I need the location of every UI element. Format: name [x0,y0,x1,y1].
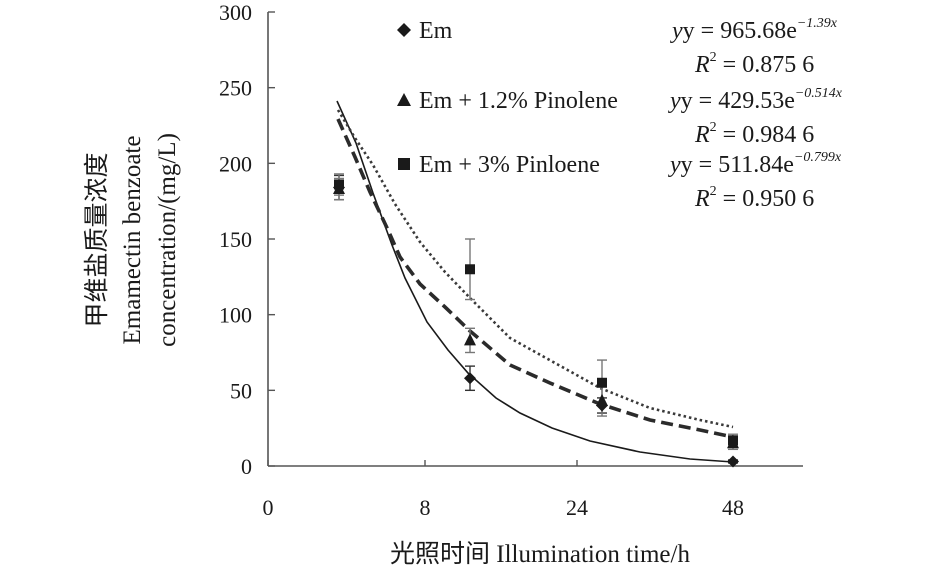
legend-marker-triangle [397,93,411,106]
y-tick-label: 200 [219,151,252,176]
y-axis-title-line-1: 甲维盐质量浓度 [83,152,111,327]
legend-label: Em + 3% Pinloene [419,152,600,178]
r2-em-pinolene-1-2: R2 = 0.984 6 [694,120,814,148]
data-point-diamond [727,455,739,468]
y-tick-label: 300 [219,0,252,25]
equation-em-pinolene-1-2: yy = 429.53e−0.514x [668,86,843,114]
y-tick-label: 150 [219,227,252,252]
r2-em-pinloene-3: R2 = 0.950 6 [694,184,814,212]
r2-em: R2 = 0.875 6 [694,50,814,78]
legend-label: Em + 1.2% Pinolene [419,88,618,114]
legend-label: Em [419,18,453,44]
data-point-square [465,264,475,275]
legend: Em Em + 1.2% Pinolene Em + 3% Pinloene [397,18,618,178]
y-axis-ticks: 0 50 100 150 200 250 300 [219,0,275,479]
x-axis-title: 光照时间 Illumination time/h [390,540,690,568]
y-tick-label: 0 [241,454,252,479]
x-tick-label: 48 [722,495,744,520]
legend-item-em-pinolene-1-2: Em + 1.2% Pinolene [397,88,618,114]
y-tick-label: 100 [219,303,252,328]
data-point-square [334,179,344,190]
y-axis-title-line-3: concentration/(mg/L) [154,133,181,347]
y-tick-label: 50 [230,378,252,403]
fit-curve-dashed [336,118,734,439]
x-axis-ticks: 0 8 24 48 [263,460,744,520]
legend-marker-square [398,158,410,170]
legend-item-em-pinloene-3: Em + 3% Pinloene [398,152,600,178]
equation-em: yy = 965.68e−1.39x [670,16,838,44]
data-markers [333,179,739,468]
y-tick-label: 250 [219,76,252,101]
fit-annotations: yy = 965.68e−1.39x R2 = 0.875 6 yy = 429… [668,16,843,212]
x-tick-label: 8 [420,495,431,520]
data-point-triangle [596,393,608,406]
y-axis-title-line-2: Emamectin benzoate [119,136,146,345]
equation-em-pinloene-3: yy = 511.84e−0.799x [668,150,842,178]
legend-marker-diamond [397,23,411,37]
data-point-diamond [464,372,476,385]
error-bars [334,173,738,464]
legend-item-em: Em [397,18,453,44]
y-axis-title: 甲维盐质量浓度 Emamectin benzoate concentration… [83,133,181,347]
x-tick-label: 24 [566,495,588,520]
data-point-square [597,377,607,388]
data-point-square [728,435,738,446]
data-point-triangle [464,333,476,346]
x-tick-label: 0 [263,495,274,520]
